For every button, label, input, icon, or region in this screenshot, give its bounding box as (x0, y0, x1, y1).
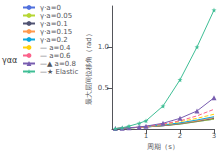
svg-text:—★ Elastic: —★ Elastic (40, 68, 78, 76)
svg-text:最大层间位移角（rad）: 最大层间位移角（rad） (85, 30, 93, 105)
svg-text:0.5: 0.5 (98, 84, 109, 92)
svg-text:γαα: γαα (2, 56, 17, 65)
svg-text:1.0: 1.0 (98, 43, 109, 51)
svg-text:γ·a=0.15: γ·a=0.15 (40, 28, 72, 36)
svg-text:γ·a=0.2: γ·a=0.2 (40, 36, 68, 44)
svg-text:— a=0.4: — a=0.4 (40, 44, 71, 52)
svg-text:2: 2 (178, 132, 182, 140)
svg-text:γ·a=0.05: γ·a=0.05 (40, 12, 72, 20)
svg-text:周期（s）: 周期（s） (147, 143, 179, 151)
svg-text:3: 3 (212, 132, 216, 140)
svg-text:1: 1 (144, 132, 148, 140)
svg-text:—▲ a=0.8: —▲ a=0.8 (40, 60, 76, 68)
svg-text:γ·a=0: γ·a=0 (40, 4, 61, 12)
svg-text:— a=0.6: — a=0.6 (40, 52, 71, 60)
svg-text:γ·a=0.1: γ·a=0.1 (40, 20, 68, 28)
